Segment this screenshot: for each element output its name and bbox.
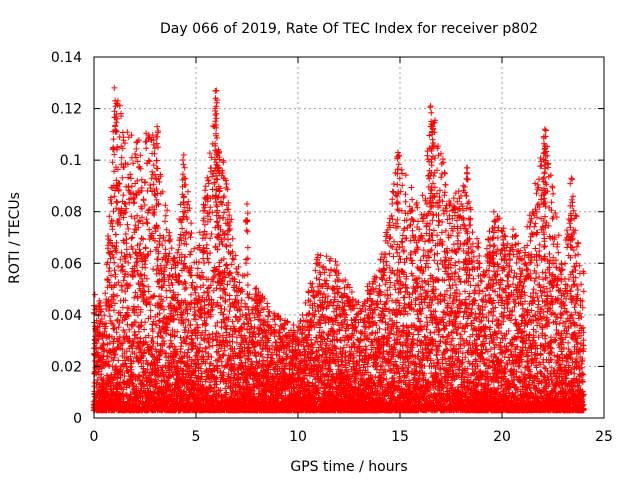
data-point	[103, 320, 109, 327]
data-point	[94, 324, 101, 331]
data-point	[101, 348, 108, 355]
data-point	[104, 259, 111, 266]
data-point	[95, 312, 102, 319]
data-point	[103, 383, 110, 390]
data-points	[90, 84, 587, 414]
chart-title: Day 066 of 2019, Rate Of TEC Index for r…	[160, 21, 538, 37]
data-point	[104, 276, 111, 283]
data-point	[93, 340, 100, 346]
data-point	[101, 312, 108, 319]
data-point	[91, 291, 98, 298]
data-point	[92, 345, 99, 351]
data-point	[99, 345, 106, 352]
data-point	[104, 353, 111, 360]
data-point	[97, 329, 103, 336]
data-point	[102, 290, 109, 297]
data-point	[97, 300, 104, 306]
data-point	[98, 371, 105, 378]
